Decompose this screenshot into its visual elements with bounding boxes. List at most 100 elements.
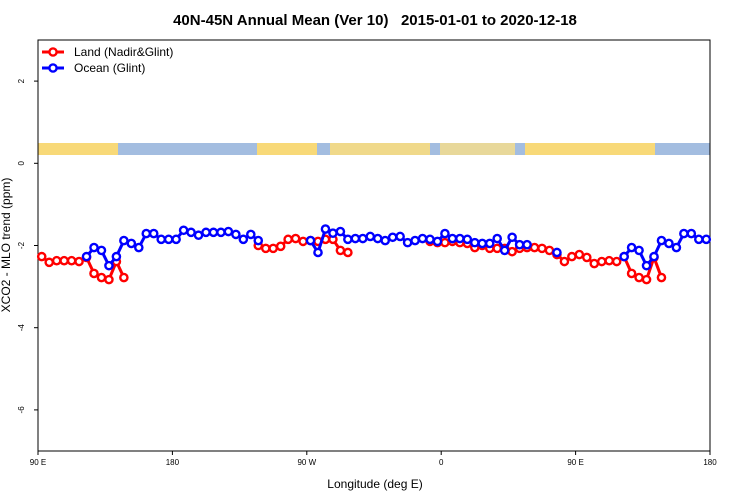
data-point bbox=[268, 243, 279, 254]
data-point bbox=[380, 235, 391, 246]
data-point bbox=[686, 228, 697, 239]
data-point bbox=[455, 233, 465, 244]
data-point bbox=[141, 228, 152, 239]
chart-title: 40N-45N Annual Mean (Ver 10) 2015-01-01 … bbox=[173, 12, 577, 29]
data-point bbox=[469, 237, 480, 248]
data-point bbox=[417, 233, 428, 244]
data-point bbox=[402, 237, 413, 248]
data-point bbox=[395, 231, 405, 242]
data-point bbox=[74, 256, 84, 267]
data-point bbox=[298, 236, 308, 247]
data-point bbox=[119, 235, 129, 246]
data-point bbox=[171, 234, 181, 245]
data-point bbox=[357, 233, 368, 244]
data-point bbox=[119, 272, 129, 283]
data-point bbox=[36, 251, 47, 262]
legend-marker bbox=[48, 47, 58, 57]
data-point bbox=[104, 260, 114, 271]
data-point bbox=[694, 234, 704, 245]
data-point bbox=[522, 239, 532, 250]
data-point bbox=[81, 251, 92, 262]
data-point bbox=[290, 233, 301, 244]
legend-marker bbox=[48, 63, 58, 73]
data-point bbox=[484, 238, 495, 249]
data-point bbox=[163, 234, 174, 245]
data-point bbox=[679, 228, 689, 239]
data-point bbox=[507, 246, 517, 257]
land-strip bbox=[440, 143, 515, 155]
data-point bbox=[51, 255, 62, 266]
data-point bbox=[335, 226, 346, 237]
data-point bbox=[492, 233, 503, 244]
data-point bbox=[649, 251, 659, 262]
data-point bbox=[350, 233, 361, 244]
data-point bbox=[313, 247, 323, 258]
data-point bbox=[477, 238, 488, 249]
data-point bbox=[514, 239, 525, 250]
data-point bbox=[104, 274, 114, 285]
data-point bbox=[619, 251, 629, 262]
land-strip bbox=[257, 143, 317, 155]
data-point bbox=[626, 242, 637, 253]
data-point bbox=[231, 229, 241, 240]
data-point bbox=[193, 230, 204, 241]
y-axis-label: XCO2 - MLO trend (ppm) bbox=[0, 178, 13, 313]
data-point bbox=[66, 255, 77, 266]
data-point bbox=[611, 256, 622, 267]
data-point bbox=[641, 274, 652, 285]
data-point bbox=[507, 232, 517, 243]
data-point bbox=[126, 238, 137, 249]
data-point bbox=[96, 272, 107, 283]
data-point bbox=[253, 235, 264, 246]
data-point bbox=[260, 243, 271, 254]
data-point bbox=[701, 234, 712, 245]
land-strip bbox=[38, 143, 118, 155]
data-point bbox=[238, 234, 249, 245]
data-point bbox=[432, 236, 443, 247]
data-point bbox=[320, 224, 331, 234]
data-point bbox=[328, 228, 338, 238]
data-point bbox=[604, 255, 615, 266]
data-point bbox=[387, 232, 398, 243]
y-tick-label: -6 bbox=[17, 406, 26, 414]
data-point bbox=[335, 245, 346, 256]
data-point bbox=[59, 255, 69, 266]
data-point bbox=[634, 245, 644, 256]
data-point bbox=[372, 233, 383, 244]
land-strip bbox=[330, 143, 430, 155]
data-point bbox=[343, 234, 353, 245]
data-point bbox=[567, 251, 577, 262]
data-point bbox=[410, 235, 420, 246]
data-point bbox=[440, 237, 450, 248]
data-point bbox=[440, 228, 450, 239]
data-point bbox=[656, 235, 667, 246]
data-point bbox=[343, 247, 353, 258]
data-point bbox=[89, 242, 99, 253]
data-point bbox=[148, 228, 159, 239]
data-point bbox=[641, 260, 652, 271]
y-tick-label: 0 bbox=[17, 161, 26, 166]
data-point bbox=[216, 227, 226, 238]
data-point bbox=[156, 234, 166, 245]
x-tick-label: 90 W bbox=[297, 458, 316, 467]
data-point bbox=[111, 251, 122, 262]
y-tick-label: 2 bbox=[17, 78, 26, 83]
data-point bbox=[305, 235, 316, 246]
data-point bbox=[559, 256, 570, 267]
x-tick-label: 180 bbox=[166, 458, 180, 467]
data-point bbox=[626, 268, 637, 279]
data-point bbox=[462, 234, 473, 245]
data-point bbox=[447, 233, 458, 244]
map-strip bbox=[38, 143, 710, 155]
data-point bbox=[582, 252, 592, 263]
legend-label: Ocean (Glint) bbox=[74, 61, 145, 75]
data-point bbox=[208, 227, 219, 238]
data-point bbox=[596, 256, 607, 267]
data-point bbox=[529, 242, 540, 253]
data-point bbox=[544, 245, 555, 256]
legend: Land (Nadir&Glint) Ocean (Glint) bbox=[42, 45, 173, 75]
data-point bbox=[96, 245, 107, 256]
data-point bbox=[656, 272, 667, 283]
